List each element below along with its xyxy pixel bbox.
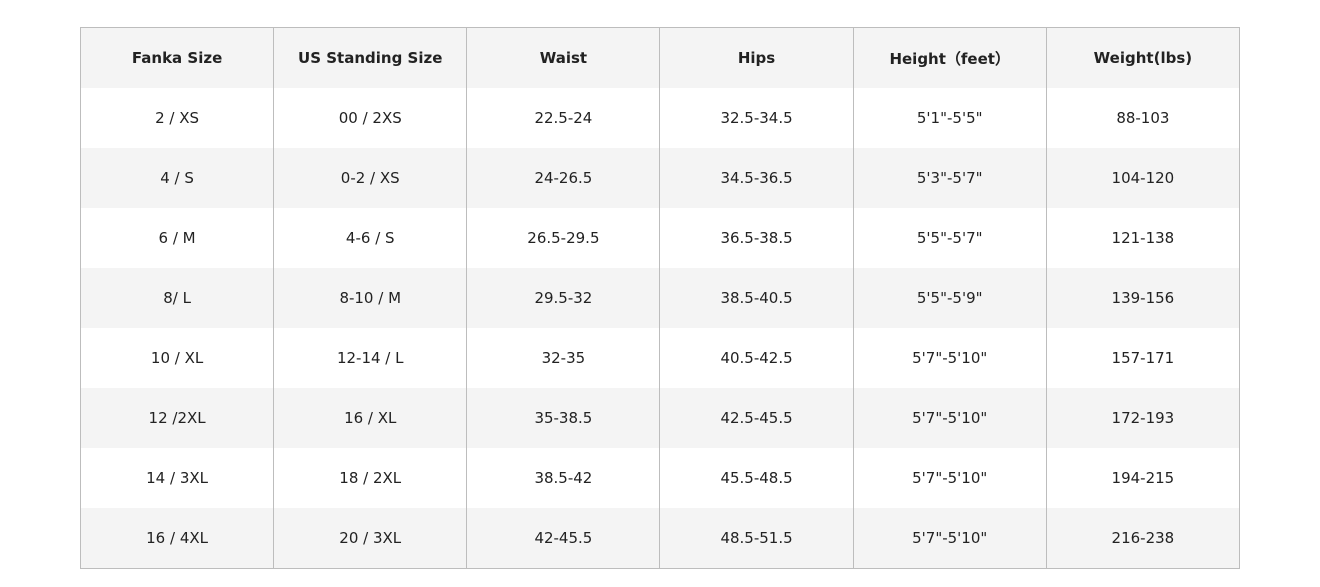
table-cell: 18 / 2XL	[273, 448, 468, 508]
table-cell: 00 / 2XS	[273, 88, 468, 148]
table-cell: 139-156	[1045, 268, 1241, 328]
column-header: Waist	[466, 27, 661, 88]
table-row: 8/ L 8-10 / M 29.5-32 38.5-40.5 5'5"-5'9" 139…	[79, 268, 1241, 328]
table-row: 2 / XS 00 / 2XS 22.5-24 32.5-34.5 5'1"-5'5" 8…	[79, 88, 1241, 148]
column-header: US Standing Size	[273, 27, 468, 88]
column-header: Fanka Size	[79, 27, 275, 88]
table-cell: 4 / S	[79, 148, 275, 208]
table-cell: 2 / XS	[79, 88, 275, 148]
table-cell: 48.5-51.5	[659, 508, 854, 569]
table-cell: 5'7"-5'10"	[852, 508, 1047, 569]
table-cell: 34.5-36.5	[659, 148, 854, 208]
table-cell: 14 / 3XL	[79, 448, 275, 508]
table-cell: 16 / XL	[273, 388, 468, 448]
table-cell: 32.5-34.5	[659, 88, 854, 148]
table-cell: 42-45.5	[466, 508, 661, 569]
table-cell: 5'3"-5'7"	[852, 148, 1047, 208]
table-cell: 5'7"-5'10"	[852, 448, 1047, 508]
table-cell: 22.5-24	[466, 88, 661, 148]
table-cell: 4-6 / S	[273, 208, 468, 268]
table-row: 4 / S 0-2 / XS 24-26.5 34.5-36.5 5'3"-5'7" 10…	[79, 148, 1241, 208]
table-cell: 121-138	[1045, 208, 1241, 268]
table-cell: 45.5-48.5	[659, 448, 854, 508]
table-cell: 29.5-32	[466, 268, 661, 328]
table-cell: 5'7"-5'10"	[852, 328, 1047, 388]
table-cell: 194-215	[1045, 448, 1241, 508]
table-cell: 32-35	[466, 328, 661, 388]
table-cell: 5'7"-5'10"	[852, 388, 1047, 448]
table-row: 6 / M 4-6 / S 26.5-29.5 36.5-38.5 5'5"-5'7" 1…	[79, 208, 1241, 268]
table-cell: 24-26.5	[466, 148, 661, 208]
table-row: 12 /2XL 16 / XL 35-38.5 42.5-45.5 5'7"-5'10"…	[79, 388, 1241, 448]
table-cell: 5'5"-5'7"	[852, 208, 1047, 268]
table-row: 10 / XL 12-14 / L 32-35 40.5-42.5 5'7"-5'10"…	[79, 328, 1241, 388]
column-header: Hips	[659, 27, 854, 88]
table-cell: 38.5-42	[466, 448, 661, 508]
table-cell: 8-10 / M	[273, 268, 468, 328]
table-cell: 172-193	[1045, 388, 1241, 448]
table-cell: 8/ L	[79, 268, 275, 328]
table-cell: 12-14 / L	[273, 328, 468, 388]
table-cell: 36.5-38.5	[659, 208, 854, 268]
size-chart-table: Fanka Size US Standing Size Waist Hips Heigh…	[79, 27, 1241, 569]
table-cell: 5'5"-5'9"	[852, 268, 1047, 328]
table-cell: 157-171	[1045, 328, 1241, 388]
table-row: 14 / 3XL 18 / 2XL 38.5-42 45.5-48.5 5'7"-5'1…	[79, 448, 1241, 508]
table-cell: 5'1"-5'5"	[852, 88, 1047, 148]
table-cell: 35-38.5	[466, 388, 661, 448]
table-cell: 0-2 / XS	[273, 148, 468, 208]
table-cell: 20 / 3XL	[273, 508, 468, 569]
table-cell: 10 / XL	[79, 328, 275, 388]
table-cell: 104-120	[1045, 148, 1241, 208]
table-cell: 216-238	[1045, 508, 1241, 569]
header-row: Fanka Size US Standing Size Waist Hips Heigh…	[79, 27, 1241, 88]
table-cell: 6 / M	[79, 208, 275, 268]
column-header: Height（feet）	[852, 27, 1047, 88]
table-cell: 42.5-45.5	[659, 388, 854, 448]
table-cell: 16 / 4XL	[79, 508, 275, 569]
column-header: Weight(lbs)	[1045, 27, 1241, 88]
table-cell: 38.5-40.5	[659, 268, 854, 328]
table-row: 16 / 4XL 20 / 3XL 42-45.5 48.5-51.5 5'7"-5'1…	[79, 508, 1241, 569]
table-cell: 12 /2XL	[79, 388, 275, 448]
table-cell: 26.5-29.5	[466, 208, 661, 268]
table-cell: 88-103	[1045, 88, 1241, 148]
table-cell: 40.5-42.5	[659, 328, 854, 388]
